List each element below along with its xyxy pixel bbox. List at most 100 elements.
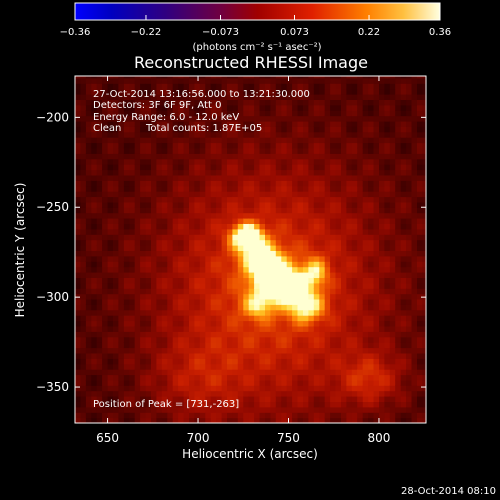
heatmap-cell bbox=[248, 396, 255, 402]
heatmap-cell bbox=[373, 390, 380, 397]
heatmap-cell bbox=[140, 309, 147, 316]
heatmap-cell bbox=[118, 363, 125, 370]
heatmap-cell bbox=[91, 88, 98, 95]
heatmap-cell bbox=[123, 266, 130, 273]
heatmap-cell bbox=[216, 250, 223, 257]
heatmap-cell bbox=[167, 320, 174, 327]
heatmap-cell bbox=[389, 174, 396, 181]
heatmap-cell bbox=[232, 137, 239, 144]
heatmap-cell bbox=[351, 293, 358, 300]
heatmap-cell bbox=[362, 255, 369, 262]
heatmap-cell bbox=[140, 417, 147, 423]
heatmap-cell bbox=[422, 293, 426, 300]
heatmap-cell bbox=[248, 191, 255, 198]
heatmap-cell bbox=[395, 352, 402, 359]
heatmap-cell bbox=[406, 385, 413, 392]
heatmap-cell bbox=[210, 147, 217, 154]
heatmap-cell bbox=[319, 245, 326, 251]
heatmap-cell bbox=[172, 126, 179, 133]
heatmap-cell bbox=[406, 293, 413, 300]
heatmap-cell bbox=[270, 369, 277, 376]
heatmap-cell bbox=[346, 158, 353, 165]
heatmap-cell bbox=[151, 120, 157, 127]
heatmap-cell bbox=[161, 336, 168, 343]
heatmap-cell bbox=[237, 379, 244, 386]
heatmap-cell bbox=[286, 137, 293, 144]
heatmap-cell bbox=[227, 207, 233, 214]
heatmap-cell bbox=[172, 115, 179, 122]
heatmap-cell bbox=[308, 255, 315, 262]
heatmap-cell bbox=[107, 142, 114, 149]
heatmap-cell bbox=[379, 174, 385, 181]
heatmap-cell bbox=[303, 131, 309, 138]
heatmap-cell bbox=[275, 212, 282, 219]
heatmap-cell bbox=[210, 201, 217, 208]
heatmap-cell bbox=[357, 358, 364, 365]
heatmap-cell bbox=[107, 288, 114, 295]
heatmap-cell bbox=[324, 99, 331, 106]
heatmap-cell bbox=[216, 212, 223, 219]
heatmap-cell bbox=[362, 282, 369, 289]
heatmap-cell bbox=[85, 110, 92, 117]
heatmap-cell bbox=[357, 412, 364, 419]
heatmap-cell bbox=[189, 369, 195, 376]
heatmap-cell bbox=[411, 401, 418, 408]
heatmap-cell bbox=[286, 77, 293, 84]
heatmap-cell bbox=[151, 401, 157, 408]
heatmap-cell bbox=[75, 115, 81, 122]
heatmap-cell bbox=[379, 201, 385, 208]
heatmap-cell bbox=[395, 385, 402, 392]
heatmap-cell bbox=[406, 201, 413, 208]
heatmap-cell bbox=[199, 169, 206, 176]
heatmap-cell bbox=[389, 196, 396, 203]
heatmap-cell bbox=[205, 325, 212, 332]
heatmap-cell bbox=[178, 223, 185, 230]
heatmap-cell bbox=[227, 358, 233, 365]
heatmap-cell bbox=[129, 158, 136, 165]
heatmap-cell bbox=[123, 218, 130, 224]
heatmap-cell bbox=[248, 266, 255, 273]
heatmap-cell bbox=[341, 147, 347, 154]
x-tick-label: 800 bbox=[368, 431, 391, 445]
heatmap-cell bbox=[221, 315, 228, 322]
heatmap-cell bbox=[237, 207, 244, 214]
heatmap-cell bbox=[189, 379, 195, 386]
heatmap-cell bbox=[292, 255, 299, 262]
heatmap-cell bbox=[237, 255, 244, 262]
heatmap-cell bbox=[221, 277, 228, 284]
heatmap-cell bbox=[113, 266, 119, 273]
heatmap-cell bbox=[161, 331, 168, 338]
heatmap-cell bbox=[178, 131, 185, 138]
heatmap-cell bbox=[167, 164, 174, 171]
heatmap-cell bbox=[237, 325, 244, 332]
heatmap-cell bbox=[221, 212, 228, 219]
heatmap-cell bbox=[216, 304, 223, 311]
heatmap-cell bbox=[113, 277, 119, 284]
heatmap-cell bbox=[389, 212, 396, 219]
heatmap-cell bbox=[161, 315, 168, 322]
heatmap-cell bbox=[335, 147, 342, 154]
heatmap-cell bbox=[134, 309, 141, 316]
heatmap-cell bbox=[373, 352, 380, 359]
heatmap-cell bbox=[140, 288, 147, 295]
heatmap-cell bbox=[324, 412, 331, 419]
heatmap-cell bbox=[357, 228, 364, 235]
heatmap-cell bbox=[400, 153, 407, 160]
heatmap-cell bbox=[389, 331, 396, 338]
heatmap-cell bbox=[357, 110, 364, 117]
heatmap-cell bbox=[134, 315, 141, 322]
heatmap-cell bbox=[80, 191, 87, 198]
heatmap-cell bbox=[417, 245, 423, 251]
heatmap-cell bbox=[281, 164, 288, 171]
heatmap-cell bbox=[161, 352, 168, 359]
heatmap-cell bbox=[221, 223, 228, 230]
heatmap-cell bbox=[129, 201, 136, 208]
heatmap-cell bbox=[167, 293, 174, 300]
heatmap-cell bbox=[411, 282, 418, 289]
heatmap-cell bbox=[292, 250, 299, 257]
heatmap-cell bbox=[346, 234, 353, 241]
heatmap-cell bbox=[118, 352, 125, 359]
heatmap-cell bbox=[140, 315, 147, 322]
heatmap-cell bbox=[335, 347, 342, 354]
heatmap-cell bbox=[286, 104, 293, 111]
